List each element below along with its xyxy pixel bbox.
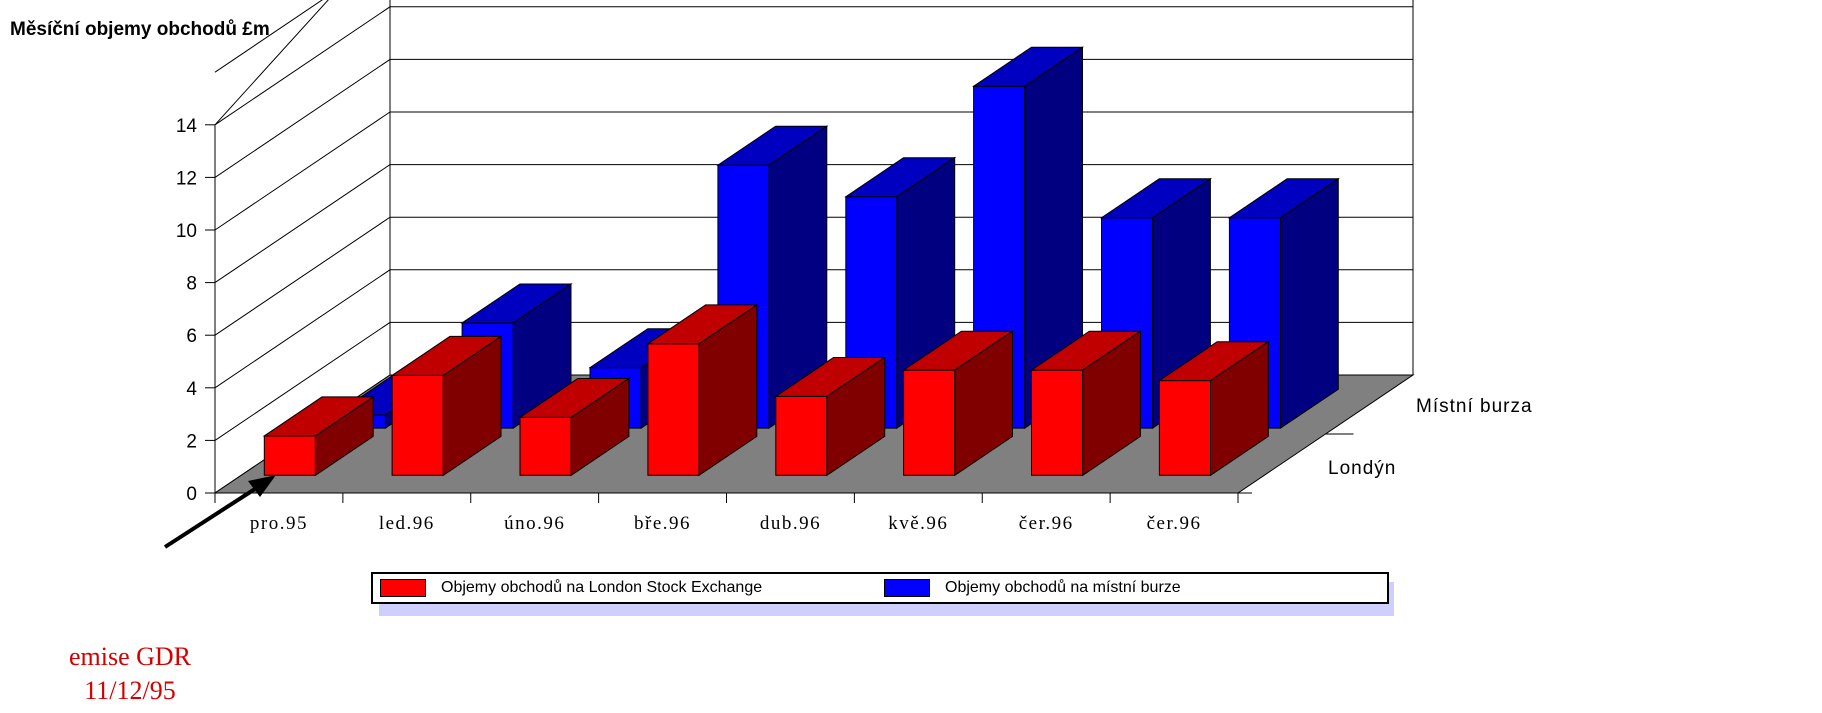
bar-side-london (954, 330, 1013, 477)
legend-swatch-london (380, 579, 426, 597)
x-tick-label: čer.96 (1147, 513, 1202, 534)
bar-side-london (314, 395, 374, 477)
bar-london (262, 395, 375, 477)
bar-london (518, 377, 631, 477)
gridline (214, 6, 1413, 126)
bar-side-london (442, 335, 502, 477)
annotation-line-1: emise GDR (68, 642, 192, 671)
x-tick-label: led.96 (379, 513, 435, 534)
bar-side-london (1210, 340, 1269, 477)
legend-item-london: Objemy obchodů na London Stock Exchange (380, 574, 762, 602)
legend-label-london: Objemy obchodů na London Stock Exchange (441, 579, 763, 596)
legend-item-local: Objemy obchodů na místní burze (884, 574, 1181, 602)
bar-front-london (1031, 369, 1084, 476)
y-tick-label: 0 (186, 484, 197, 505)
bar-front-london (263, 435, 316, 476)
y-tick-label: 8 (186, 274, 197, 295)
chart-title: Měsíční objemy obchodů £m (10, 19, 270, 40)
x-tick-label: bře.96 (634, 513, 691, 534)
bar-london (1157, 340, 1270, 477)
depth-label-london: Londýn (1328, 458, 1396, 479)
annotation-arrow-line (163, 485, 260, 549)
depth-label-local: Místní burza (1416, 396, 1533, 417)
bar-london (1029, 330, 1143, 477)
annotation-line-2: 11/12/95 (84, 676, 176, 705)
y-tick-label: 4 (186, 379, 197, 400)
y-tick-label: 10 (176, 221, 197, 242)
bar-side-london (826, 356, 886, 477)
legend-swatch-local (884, 579, 930, 597)
y-tick-label: 6 (186, 326, 197, 347)
bar-london (390, 335, 503, 477)
annotation-arrow-head (248, 475, 276, 497)
x-tick-label: pro.95 (250, 513, 308, 534)
bar-front-london (775, 395, 828, 476)
bar-side-london (1082, 330, 1141, 477)
bar-front-london (647, 343, 700, 476)
x-tick-label: dub.96 (760, 513, 821, 534)
bar-front-london (903, 369, 956, 476)
bar-london (901, 330, 1015, 477)
legend: Objemy obchodů na London Stock Exchange … (371, 572, 1389, 604)
bar-side-london (698, 303, 758, 477)
legend-label-local: Objemy obchodů na místní burze (945, 579, 1181, 596)
bar-london (646, 303, 759, 477)
y-tick-label: 14 (176, 116, 198, 137)
gdr-annotation: emise GDR 11/12/95 (20, 640, 240, 708)
bar-front-london (1158, 380, 1211, 476)
y-tick-label: 2 (186, 431, 197, 452)
y-tick-label: 12 (176, 168, 197, 189)
gridline (214, 0, 323, 73)
bar-front-london (391, 374, 444, 476)
x-tick-label: úno.96 (504, 513, 565, 534)
bar-side-london (570, 377, 630, 477)
bar-front-london (519, 416, 572, 476)
x-tick-label: čer.96 (1019, 513, 1074, 534)
x-tick-label: kvě.96 (888, 513, 948, 534)
bar-side-local (1280, 177, 1339, 430)
bar-london (774, 356, 887, 477)
